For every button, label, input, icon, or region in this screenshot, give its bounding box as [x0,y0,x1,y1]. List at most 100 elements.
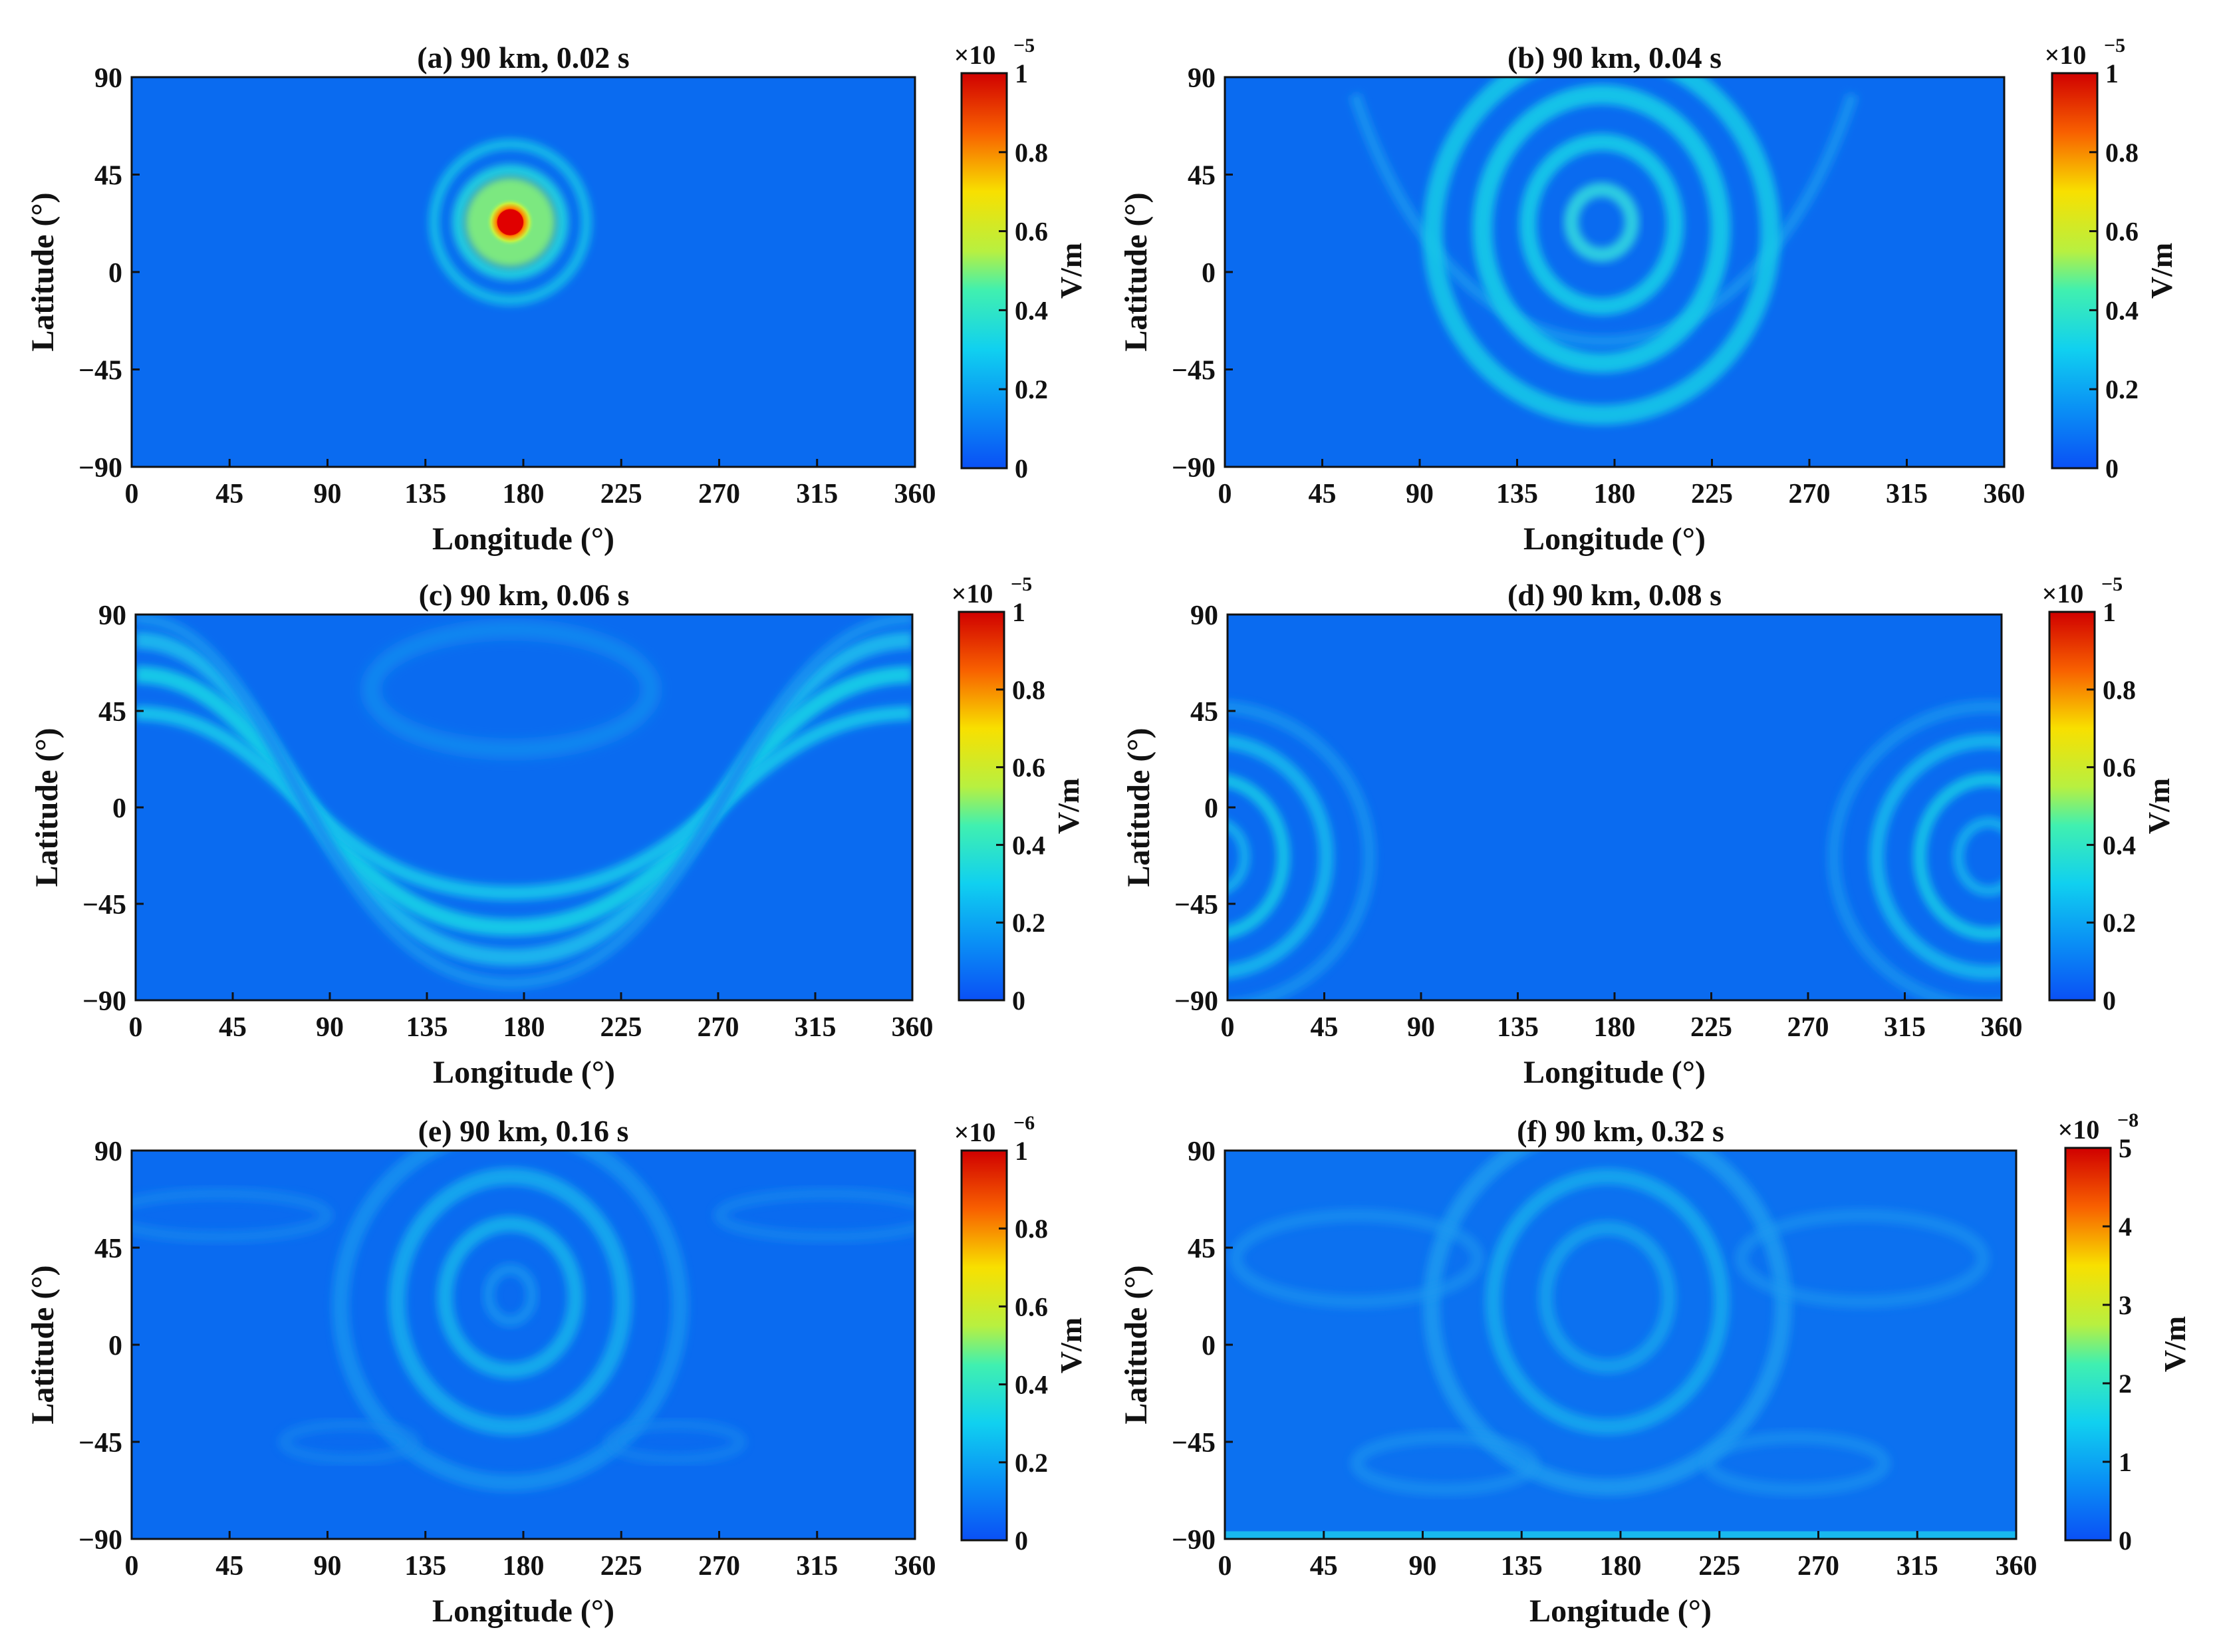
colorbar: 0 0.2 0.4 0.6 0.8 1 ×10 −6 V/m [954,1112,1088,1556]
y-axis-label: Latitude (°) [25,1265,61,1424]
wave-band-4 [136,615,912,990]
x-tick-label: 270 [1789,479,1831,509]
colorbar-tick-label: 0 [1012,986,1025,1016]
colorbar-tick-label: 0.2 [2103,908,2136,938]
y-tick-label: 0 [108,258,122,289]
x-tick-label: 90 [316,1012,344,1043]
colorbar-gradient [2051,72,2099,470]
colorbar-gradient [2064,1147,2112,1542]
wave-ring-2 [388,1167,632,1436]
colorbar-multiplier: ×10 [954,40,996,70]
x-tick-label: 315 [1886,479,1928,509]
x-tick-label: 180 [503,1551,545,1582]
colorbar-multiplier: ×10 [954,1117,996,1147]
x-tick-label: 45 [215,1551,243,1582]
x-tick-label: 270 [1787,1012,1829,1043]
y-tick-label: 45 [1190,697,1218,728]
wave-ring-1 [1422,1151,1792,1496]
x-tick-label: 180 [503,479,545,509]
y-tick-label: 90 [1188,63,1216,94]
colorbar-multiplier: ×10 [2042,579,2084,609]
colorbar-exponent: −5 [2101,573,2123,595]
colorbar: 0 0.2 0.4 0.6 0.8 1 ×10 −5 V/m [2042,573,2176,1016]
panel-b: (b) 90 km, 0.04 s 0 45 90 135 180 225 270 315 360… [1118,35,2178,557]
x-tick-label: 315 [1884,1012,1926,1043]
panel-title: (f) 90 km, 0.32 s [1517,1114,1724,1148]
y-tick-label: −90 [1172,1525,1216,1556]
y-tick-label: 90 [1188,1137,1216,1167]
x-tick-label: 45 [1309,479,1337,509]
wave-ring-4 [1563,182,1640,262]
lobe-south-left [278,1419,421,1465]
x-axis-label: Longitude (°) [432,1593,614,1629]
lobe-south-east [1702,1431,1891,1496]
x-tick-label: 135 [1501,1551,1543,1582]
y-tick-label: 90 [1190,601,1218,631]
wave-ring-outer-0 [1228,700,1376,1000]
outer-wavefront [1349,92,1859,347]
x-tick-label: 45 [215,479,243,509]
x-tick-label: 225 [600,1012,642,1043]
x-tick-label: 135 [1496,479,1538,509]
colorbar-exponent: −5 [2104,35,2125,57]
y-tick-label: 45 [1188,161,1216,192]
colorbar-tick-label: 0.2 [1015,374,1048,404]
colorbar-tick-label: 4 [2119,1212,2132,1242]
colorbar-tick-label: 1 [2105,59,2119,88]
field-pattern [132,1151,915,1492]
colorbar-label: V/m [1054,1317,1088,1373]
y-tick-label: 0 [1202,1331,1216,1361]
x-tick-label: 135 [404,1551,446,1582]
y-axis-label: Latitude (°) [1118,192,1154,351]
x-tick-label: 180 [503,1012,545,1043]
wave-ring-1 [1422,77,1781,425]
field-pattern [1228,700,2002,1000]
panel-f: (f) 90 km, 0.32 s0 45 90 135 180 225 270 315 360… [1118,1109,2192,1629]
field-background [136,615,912,1000]
panel-title: (b) 90 km, 0.04 s [1507,41,1722,74]
colorbar-exponent: −6 [1013,1112,1035,1134]
x-tick-label: 45 [1311,1012,1339,1043]
panel-d: (d) 90 km, 0.08 s 0 45 90 135 180 225 270 315 360… [1121,573,2176,1090]
colorbar-tick-label: 1 [2119,1447,2132,1477]
colorbar-tick-label: 0.6 [1015,217,1048,247]
x-tick-label: 225 [600,1551,642,1582]
y-tick-label: 90 [94,63,122,94]
colorbar-tick-label: 1 [2103,597,2116,627]
wave-ring-mid-0 [1228,734,1334,979]
wave-ring-3 [1519,133,1684,316]
colorbar-multiplier: ×10 [952,579,993,609]
x-tick-label: 360 [1984,479,2025,509]
colorbar-tick-label: 0.8 [1012,675,1045,705]
y-axis-label: Latitude (°) [25,192,61,351]
colorbar-tick-label: 0.6 [1015,1292,1048,1321]
wave-ring-inner-0 [1228,774,1291,940]
x-tick-label: 270 [698,1012,739,1043]
x-tick-label: 90 [314,1551,342,1582]
panel-a: (a) 90 km, 0.02 s 0 45 90 135 180 225 270 315 360… [25,35,1088,557]
colorbar-tick-label: 0 [1015,454,1028,483]
x-tick-label: 270 [1797,1551,1839,1582]
y-tick-label: 0 [112,793,126,824]
colorbar-exponent: −5 [1011,573,1032,595]
panel-title: (c) 90 km, 0.06 s [419,578,630,612]
colorbar-gradient [958,611,1005,1002]
colorbar-tick-label: 0.4 [1015,295,1048,325]
lobe-right [713,1187,915,1243]
y-tick-label: −45 [78,356,122,386]
outer-ring [428,138,592,306]
colorbar-gradient [960,1149,1008,1542]
colorbar: 0 0.2 0.4 0.6 0.8 1 ×10 −5 V/m [954,35,1088,483]
field-pattern [428,138,592,306]
wave-ring-3 [1538,1220,1676,1374]
x-tick-label: 360 [1996,1551,2037,1582]
x-axis-label: Longitude (°) [432,521,614,557]
y-axis-label: Latitude (°) [1118,1265,1154,1424]
colorbar-tick-label: 0.6 [2105,217,2139,247]
lobe-south-right [604,1419,747,1465]
colorbar-tick-label: 0.6 [2103,753,2136,783]
x-tick-label: 90 [1406,479,1434,509]
x-tick-label: 360 [892,1012,934,1043]
x-tick-label: 90 [1407,1012,1435,1043]
